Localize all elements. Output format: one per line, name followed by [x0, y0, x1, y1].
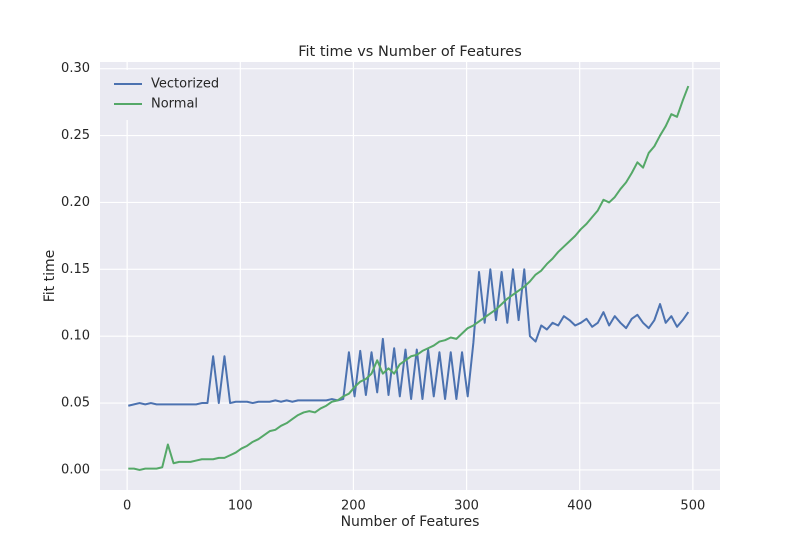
- y-tick-label: 0.30: [61, 61, 90, 76]
- x-tick-label: 100: [228, 499, 253, 514]
- y-tick-label: 0.25: [61, 128, 90, 143]
- data-line: [128, 268, 690, 407]
- x-axis-label: Number of Features: [341, 514, 480, 530]
- y-axis-label: Fit time: [42, 250, 58, 303]
- x-tick-label: 500: [680, 499, 705, 514]
- y-tick-label: 0.15: [61, 262, 90, 277]
- x-tick-label: 300: [454, 499, 479, 514]
- legend-box: [106, 70, 224, 120]
- y-tick-label: 0.00: [61, 462, 90, 477]
- x-tick-label: 400: [567, 499, 592, 514]
- y-tick-label: 0.20: [61, 195, 90, 210]
- y-tick-label: 0.10: [61, 329, 90, 344]
- legend-label: Normal: [151, 97, 198, 112]
- legend-label: Vectorized: [151, 77, 219, 92]
- y-tick-label: 0.05: [61, 396, 90, 411]
- data-line: [128, 85, 690, 471]
- chart-title: Fit time vs Number of Features: [298, 44, 522, 60]
- x-tick-label: 200: [341, 499, 366, 514]
- x-tick-label: 0: [123, 499, 131, 514]
- plot-background: [100, 62, 720, 490]
